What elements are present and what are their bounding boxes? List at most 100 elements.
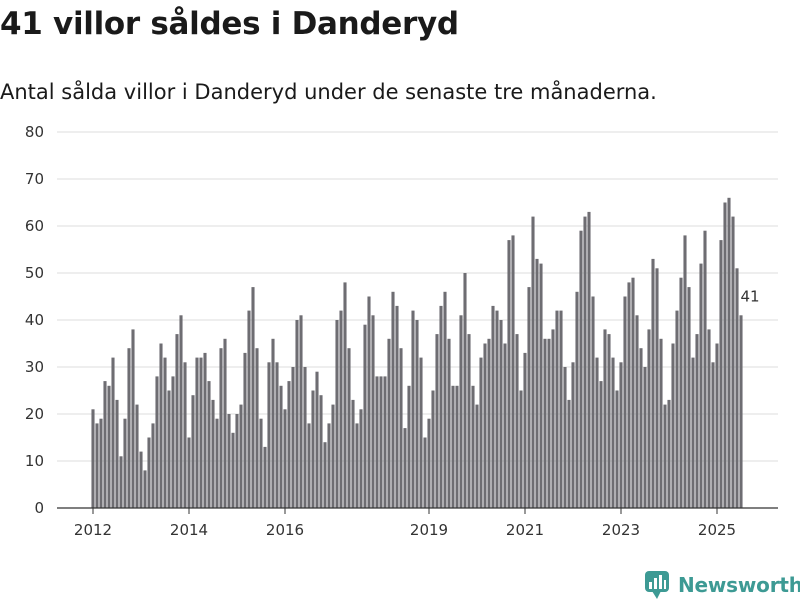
bar bbox=[263, 446, 267, 508]
bar bbox=[635, 315, 639, 508]
bar bbox=[667, 399, 671, 508]
bar bbox=[159, 343, 163, 508]
bar bbox=[387, 338, 391, 508]
y-tick-label: 50 bbox=[25, 264, 44, 282]
bar bbox=[311, 390, 315, 508]
bar bbox=[103, 381, 107, 508]
bar bbox=[219, 348, 223, 508]
bar bbox=[171, 376, 175, 508]
bar bbox=[251, 287, 255, 508]
bar bbox=[527, 287, 531, 508]
y-axis: 0 10 20 30 40 50 60 70 80 bbox=[25, 123, 44, 517]
bar bbox=[371, 315, 375, 508]
bar bbox=[327, 423, 331, 508]
bar bbox=[351, 399, 355, 508]
bar bbox=[271, 338, 275, 508]
y-tick-label: 0 bbox=[34, 499, 44, 517]
bar bbox=[447, 338, 451, 508]
bar bbox=[407, 385, 411, 508]
bar bbox=[135, 404, 139, 508]
bar bbox=[591, 296, 595, 508]
bar bbox=[727, 197, 731, 509]
bar bbox=[91, 409, 95, 508]
bar bbox=[423, 437, 427, 508]
bar bbox=[555, 310, 559, 508]
bar bbox=[699, 263, 703, 508]
bar bbox=[631, 277, 635, 508]
bar bbox=[451, 385, 455, 508]
bar bbox=[475, 404, 479, 508]
bar bbox=[167, 390, 171, 508]
bar bbox=[419, 357, 423, 508]
x-axis: 2012 2014 2016 2019 2021 2023 2025 bbox=[57, 507, 778, 539]
bar bbox=[603, 329, 607, 508]
bar bbox=[615, 390, 619, 508]
bar bbox=[659, 338, 663, 508]
bar bbox=[671, 343, 675, 508]
x-tick-label: 2023 bbox=[602, 521, 640, 539]
bar bbox=[187, 437, 191, 508]
bar bbox=[155, 376, 159, 508]
bar bbox=[375, 376, 379, 508]
bar bbox=[235, 414, 239, 508]
bar bbox=[391, 291, 395, 508]
y-tick-label: 40 bbox=[25, 311, 44, 329]
bar bbox=[215, 418, 219, 508]
bar bbox=[123, 418, 127, 508]
bar bbox=[691, 357, 695, 508]
bar bbox=[399, 348, 403, 508]
y-tick-label: 10 bbox=[25, 452, 44, 470]
bar bbox=[551, 329, 555, 508]
bar bbox=[643, 367, 647, 508]
bar bbox=[119, 456, 123, 508]
bar bbox=[647, 329, 651, 508]
bar bbox=[723, 202, 727, 508]
bar bbox=[243, 352, 247, 508]
bar bbox=[287, 381, 291, 508]
bar bbox=[471, 385, 475, 508]
bar bbox=[163, 357, 167, 508]
bar bbox=[467, 334, 471, 508]
bar bbox=[315, 371, 319, 508]
bar bbox=[587, 211, 591, 508]
bar bbox=[435, 334, 439, 508]
bar bbox=[739, 315, 743, 508]
bar bbox=[139, 451, 143, 508]
bar bbox=[495, 310, 499, 508]
bar bbox=[111, 357, 115, 508]
chart-title: 41 villor såldes i Danderyd bbox=[0, 6, 459, 42]
bar bbox=[367, 296, 371, 508]
bar bbox=[207, 381, 211, 508]
bar bbox=[679, 277, 683, 508]
bar bbox=[223, 338, 227, 508]
bar bbox=[663, 404, 667, 508]
bar bbox=[607, 334, 611, 508]
y-tick-label: 80 bbox=[25, 123, 44, 141]
bar bbox=[331, 404, 335, 508]
bar bbox=[343, 282, 347, 508]
newsworthy-logo-icon bbox=[645, 571, 669, 599]
bar bbox=[247, 310, 251, 508]
y-tick-label: 70 bbox=[25, 170, 44, 188]
bar bbox=[231, 432, 235, 508]
bar bbox=[627, 282, 631, 508]
bar bbox=[639, 348, 643, 508]
bar bbox=[731, 216, 735, 508]
bar bbox=[443, 291, 447, 508]
x-tick-label: 2012 bbox=[74, 521, 112, 539]
bar bbox=[487, 338, 491, 508]
bar bbox=[203, 352, 207, 508]
bar bbox=[455, 385, 459, 508]
bar bbox=[175, 334, 179, 508]
bar bbox=[259, 418, 263, 508]
bar bbox=[307, 423, 311, 508]
bar bbox=[255, 348, 259, 508]
bar bbox=[499, 320, 503, 508]
bar bbox=[199, 357, 203, 508]
bar bbox=[291, 367, 295, 508]
newsworthy-brand: Newsworthy bbox=[644, 570, 800, 600]
bar bbox=[183, 362, 187, 508]
bar bbox=[131, 329, 135, 508]
bar bbox=[623, 296, 627, 508]
